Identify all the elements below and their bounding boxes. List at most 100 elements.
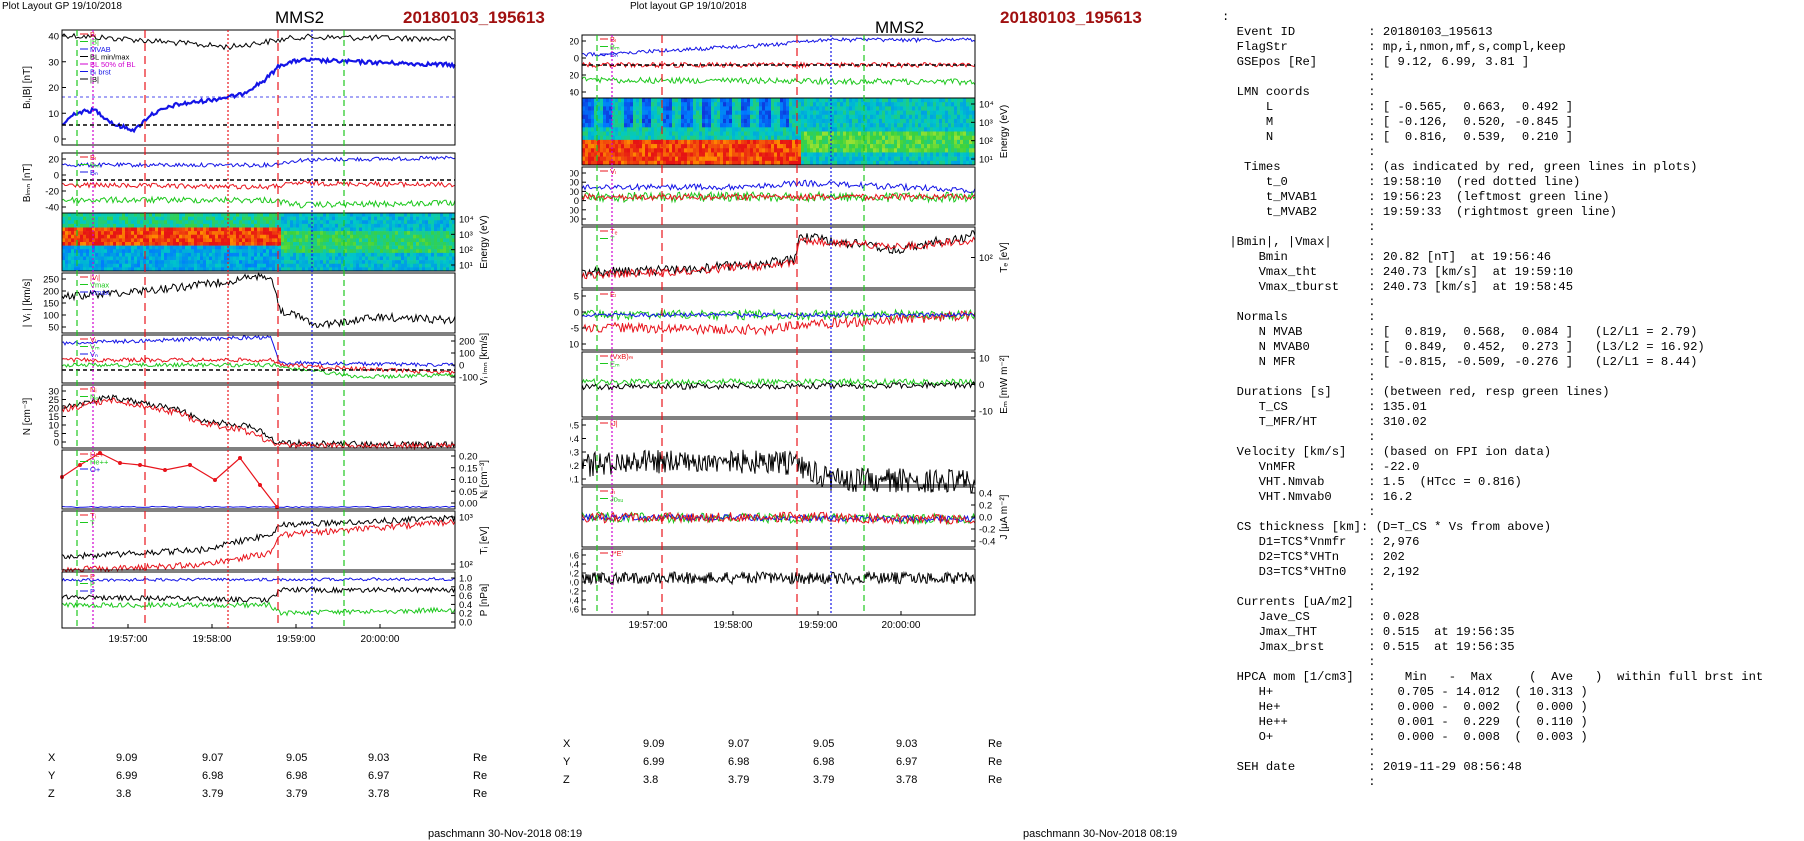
spectrogram-cell: [891, 123, 895, 128]
y-tick-label: 0.5: [570, 421, 579, 432]
spectrogram-cell: [717, 102, 721, 107]
spectrogram-cell: [972, 98, 976, 103]
spectrogram-cell: [765, 114, 769, 120]
spectrogram-cell: [314, 216, 318, 221]
spectrogram-cell: [182, 223, 186, 228]
spectrogram-cell: [774, 106, 778, 111]
spectrogram-cell: [741, 148, 745, 153]
spectrogram-cell: [717, 144, 721, 149]
spectrogram-cell: [224, 256, 228, 261]
spectrogram-cell: [753, 98, 757, 103]
spectrogram-cell: [744, 144, 748, 149]
spectrogram-cell: [374, 231, 378, 236]
spectrogram-cell: [774, 148, 778, 153]
spectrogram-cell: [380, 213, 384, 217]
spectrogram-cell: [753, 144, 757, 149]
spectrogram-cell: [840, 98, 844, 103]
spectrogram-cell: [738, 139, 742, 145]
spectrogram-cell: [179, 238, 183, 243]
spectrogram-cell: [194, 227, 198, 232]
y-tick-label: -20: [570, 71, 579, 82]
spectrogram-cell: [597, 98, 601, 103]
spectrogram-cell: [206, 263, 210, 268]
spectrogram-cell: [161, 227, 165, 232]
spectrogram-cell: [137, 213, 141, 217]
spectrogram-cell: [882, 127, 886, 132]
spectrogram-cell: [293, 223, 297, 228]
y-tick-label: 0.4: [459, 600, 472, 611]
spectrogram-cell: [897, 152, 901, 157]
spectrogram-cell: [588, 127, 592, 132]
spectrogram-cell: [612, 135, 616, 141]
spectrogram-cell: [74, 245, 78, 250]
spectrogram-cell: [128, 231, 132, 236]
spectrogram-cell: [801, 123, 805, 128]
spectrogram-cell: [401, 242, 405, 246]
spectrogram-cell: [239, 213, 243, 217]
spectrogram-cell: [242, 267, 246, 272]
spectrogram-cell: [287, 216, 291, 221]
spectrogram-cell: [419, 256, 423, 261]
spectrogram-cell: [365, 220, 369, 225]
spectrogram-cell: [639, 160, 643, 166]
spectrogram-cell: [275, 216, 279, 221]
spectrogram-cell: [702, 98, 706, 103]
spectrogram-cell: [224, 234, 228, 239]
spectrogram-cell: [206, 267, 210, 272]
spectrogram-cell: [957, 110, 961, 116]
spectrogram-cell: [215, 252, 219, 257]
spectrogram-cell: [113, 242, 117, 246]
spectrogram-cell: [852, 127, 856, 132]
spectrogram-cell: [365, 263, 369, 268]
left-layout-tag: Plot Layout GP 19/10/2018: [2, 1, 122, 12]
spectrogram-cell: [807, 139, 811, 145]
spectrogram-cell: [308, 238, 312, 243]
spectrogram-cell: [356, 256, 360, 261]
spectrogram-cell: [374, 260, 378, 265]
spectrogram-cell: [212, 238, 216, 243]
spectrogram-cell: [239, 238, 243, 243]
spectrogram-cell: [287, 252, 291, 257]
spectrogram-cell: [89, 213, 93, 217]
spectrogram-cell: [125, 263, 129, 268]
spectrogram-cell: [759, 110, 763, 116]
spectrogram-cell: [389, 252, 393, 257]
spectrogram-cell: [840, 139, 844, 145]
spectrogram-cell: [293, 245, 297, 250]
spectrogram-cell: [852, 156, 856, 162]
spectrogram-cell: [597, 127, 601, 132]
spectrogram-cell: [714, 135, 718, 141]
spectrogram-cell: [954, 118, 958, 124]
spectrogram-cell: [765, 123, 769, 128]
spectrogram-cell: [942, 156, 946, 162]
spectrogram-cell: [900, 123, 904, 128]
spectrogram-cell: [837, 135, 841, 141]
spectrogram-cell: [870, 156, 874, 162]
spectrogram-cell: [774, 152, 778, 157]
spectrogram-cell: [708, 131, 712, 136]
spectrogram-cell: [960, 135, 964, 141]
spectrogram-cell: [446, 263, 450, 268]
spectrogram-cell: [696, 123, 700, 128]
spectrogram-cell: [768, 106, 772, 111]
spectrogram-cell: [837, 139, 841, 145]
spectrogram-cell: [927, 110, 931, 116]
spectrogram-cell: [627, 106, 631, 111]
spectrogram-cell: [218, 231, 222, 236]
spectrogram-cell: [71, 231, 75, 236]
spectrogram-cell: [966, 118, 970, 124]
spectrogram-cell: [666, 114, 670, 120]
spectrogram-cell: [65, 260, 69, 265]
spectrogram-cell: [858, 152, 862, 157]
spectrogram-cell: [846, 148, 850, 153]
spectrogram-cell: [140, 220, 144, 225]
spectrogram-cell: [101, 238, 105, 243]
spectrogram-cell: [651, 106, 655, 111]
spectrogram-cell: [756, 102, 760, 107]
spectrogram-cell: [684, 148, 688, 153]
spectrogram-cell: [230, 256, 234, 261]
spectrogram-cell: [858, 156, 862, 162]
spectrogram-cell: [960, 114, 964, 120]
spectrogram-cell: [263, 252, 267, 257]
spectrogram-cell: [630, 152, 634, 157]
